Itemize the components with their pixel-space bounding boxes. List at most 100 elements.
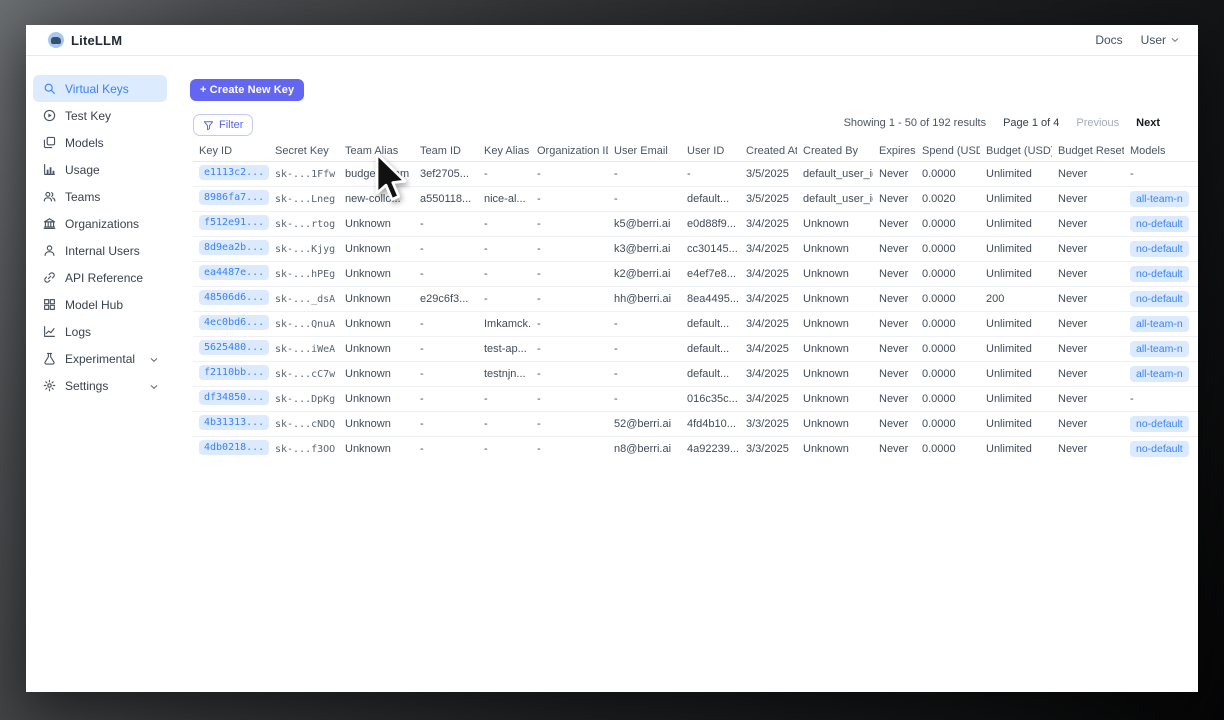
cell: -	[537, 218, 541, 230]
cell: -	[484, 393, 488, 405]
column-header-expires: Expires	[879, 144, 916, 157]
sidebar-item-test-key[interactable]: Test Key	[33, 102, 167, 129]
grid-icon	[43, 298, 56, 311]
cell: Unknown	[345, 268, 391, 280]
key-id-link[interactable]: 8986fa7...	[199, 190, 269, 205]
cell: 016c35c...	[687, 393, 738, 405]
previous-page-button[interactable]: Previous	[1076, 117, 1120, 129]
cell: 3/4/2025	[746, 393, 789, 405]
chevron-down-icon	[1170, 35, 1180, 45]
cell: -	[484, 168, 488, 180]
key-id-link[interactable]: 4b31313...	[199, 415, 269, 430]
cell: Unlimited	[986, 343, 1032, 355]
sidebar-item-experimental[interactable]: Experimental	[33, 345, 167, 372]
table-row: 4b31313... sk-...cNDQ Unknown - - - 52@berri.a…	[193, 412, 1198, 437]
pagination: Showing 1 - 50 of 192 results Page 1 of …	[844, 117, 1160, 129]
cell: Unknown	[803, 218, 849, 230]
cell: default...	[687, 193, 730, 205]
table-header-row: Key ID Secret Key Team Alias Team ID Key Ali…	[193, 140, 1198, 162]
cell: Unlimited	[986, 443, 1032, 455]
column-header-budget-usd-: Budget (USD)	[986, 144, 1052, 157]
cell: default_user_id	[803, 193, 873, 205]
key-id-link[interactable]: 4ec0bd6...	[199, 315, 269, 330]
key-id-link[interactable]: 4db0218...	[199, 440, 269, 455]
cell: Never	[879, 343, 909, 355]
cell: nice-al...	[484, 193, 526, 205]
cell: -	[420, 368, 424, 380]
cell: default...	[687, 368, 730, 380]
cell: Never	[1058, 243, 1088, 255]
bank-icon	[43, 217, 56, 230]
model-badge: no-default	[1130, 241, 1189, 257]
key-id-link[interactable]: f512e91...	[199, 215, 269, 230]
key-id-link[interactable]: ea4487e...	[199, 265, 269, 280]
cell: Unknown	[345, 368, 391, 380]
cell: k2@berri.ai	[614, 268, 671, 280]
key-id-link[interactable]: 5625480...	[199, 340, 269, 355]
cell: default...	[687, 318, 730, 330]
sidebar-item-internal-users[interactable]: Internal Users	[33, 237, 167, 264]
main-content: + Create New Key Filter Showing 1 - 50 o…	[186, 56, 1198, 692]
cell: Unknown	[345, 343, 391, 355]
cell: 4a92239...	[687, 443, 739, 455]
cell: 3/4/2025	[746, 343, 789, 355]
filter-button[interactable]: Filter	[193, 114, 254, 136]
column-header-user-id: User ID	[687, 144, 725, 157]
cell: Unknown	[345, 393, 391, 405]
cell: Never	[1058, 368, 1088, 380]
cell: Never	[879, 293, 909, 305]
table-row: 4ec0bd6...sk-...QnuAUnknown-Imkamck...--…	[193, 312, 1198, 337]
top-navbar: LiteLLM Docs User	[26, 25, 1198, 56]
gear-icon	[43, 379, 56, 392]
sidebar-item-teams[interactable]: Teams	[33, 183, 167, 210]
docs-link[interactable]: Docs	[1095, 33, 1123, 47]
cell: Unlimited	[986, 193, 1032, 205]
models-cell: no-default	[1124, 416, 1198, 432]
user-dropdown[interactable]: User	[1141, 33, 1180, 47]
cell: Unlimited	[986, 168, 1032, 180]
table-row: 8d9ea2b... sk-...Kjyg Unknown - - - k3@berri.a…	[193, 237, 1198, 262]
cell: Unknown	[345, 443, 391, 455]
key-id-link[interactable]: 48506d6...	[199, 290, 269, 305]
sidebar-item-label: Experimental	[65, 351, 136, 366]
sidebar-item-settings[interactable]: Settings	[33, 372, 167, 399]
model-badge: no-default	[1130, 416, 1189, 432]
cell: sk-...DpKg	[275, 393, 336, 405]
line-chart-icon	[43, 325, 56, 338]
cell: hh@berri.ai	[614, 293, 672, 305]
sidebar-item-logs[interactable]: Logs	[33, 318, 167, 345]
cell: -	[484, 443, 488, 455]
cell: sk-...1Ffw	[275, 168, 336, 180]
models-cell: all-team-n	[1124, 191, 1198, 207]
cell: Never	[879, 218, 909, 230]
key-id-link[interactable]: df34850...	[199, 390, 269, 405]
page-indicator: Page 1 of 4	[1003, 117, 1060, 129]
create-new-key-button[interactable]: + Create New Key	[190, 79, 305, 101]
next-page-button[interactable]: Next	[1136, 117, 1160, 129]
sidebar-item-virtual-keys[interactable]: Virtual Keys	[33, 75, 167, 102]
cell: 3/3/2025	[746, 418, 789, 430]
sidebar-item-organizations[interactable]: Organizations	[33, 210, 167, 237]
key-id-link[interactable]: 8d9ea2b...	[199, 240, 269, 255]
cell: Unlimited	[986, 368, 1032, 380]
sidebar-item-label: Models	[65, 135, 104, 150]
table-row: 5625480... sk-...iWeA Unknown - test-ap... - -…	[193, 337, 1198, 362]
sidebar-item-label: Usage	[65, 162, 100, 177]
key-id-cell: ea4487e...	[193, 265, 269, 283]
cell: 52@berri.ai	[614, 418, 672, 430]
cell: Never	[879, 418, 909, 430]
cell: k5@berri.ai	[614, 218, 671, 230]
sidebar-item-models[interactable]: Models	[33, 129, 167, 156]
cell: Unknown	[345, 418, 391, 430]
key-id-link[interactable]: e1113c2...	[199, 165, 269, 180]
cell: Unknown	[803, 343, 849, 355]
sidebar-item-usage[interactable]: Usage	[33, 156, 167, 183]
cell: Unlimited	[986, 243, 1032, 255]
table-row: f2110bb... sk-...cC7w Unknown - testnjn... - -…	[193, 362, 1198, 387]
sidebar-item-model-hub[interactable]: Model Hub	[33, 291, 167, 318]
sidebar-item-api-reference[interactable]: API Reference	[33, 264, 167, 291]
cell: Unknown	[803, 418, 849, 430]
cell: Never	[879, 443, 909, 455]
key-id-link[interactable]: f2110bb...	[199, 365, 269, 380]
cell: 0.0000	[922, 368, 956, 380]
